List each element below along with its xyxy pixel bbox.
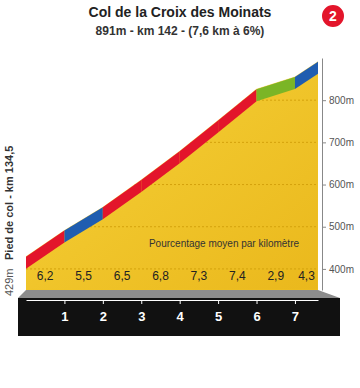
annotation: Pourcentage moyen par kilomètre bbox=[149, 238, 300, 249]
chart-container: 6,2 5,5 6,5 6,8 7,3 7,4 2,9 4,3 Pourcentage moye… bbox=[0, 0, 360, 388]
x-tick-mark bbox=[180, 300, 181, 304]
y-tick-mark bbox=[322, 185, 326, 186]
data-label: 5,5 bbox=[75, 269, 92, 283]
grid-line bbox=[26, 184, 318, 185]
gradient-segment bbox=[141, 151, 179, 192]
y-tick-mark bbox=[322, 227, 326, 228]
y-tick-label: 500m bbox=[329, 221, 354, 232]
x-tick-label: 6 bbox=[253, 309, 260, 324]
plot-area bbox=[26, 62, 318, 290]
x-tick-mark bbox=[103, 300, 104, 304]
data-label: 7,3 bbox=[191, 269, 208, 283]
x-tick-mark bbox=[257, 300, 258, 304]
x-tick: 3 bbox=[138, 300, 145, 324]
y-tick: 400m bbox=[322, 264, 354, 275]
x-tick: 6 bbox=[253, 300, 260, 324]
gradient-segment bbox=[26, 231, 64, 269]
x-axis: 1 2 3 4 5 6 7 bbox=[27, 300, 319, 324]
data-label: 6,8 bbox=[152, 269, 169, 283]
badge-label: 2 bbox=[329, 8, 337, 24]
x-tick-label: 2 bbox=[100, 309, 107, 324]
x-tick-label: 3 bbox=[138, 309, 145, 324]
grid-line bbox=[26, 142, 318, 143]
x-tick: 2 bbox=[100, 300, 107, 324]
x-tick-label: 7 bbox=[292, 309, 299, 324]
gradient-segment bbox=[295, 62, 318, 89]
title: Col de la Croix des Moinats bbox=[89, 4, 272, 20]
grid-line bbox=[26, 226, 318, 227]
y-tick: 500m bbox=[322, 221, 354, 232]
x-tick-label: 5 bbox=[215, 309, 222, 324]
data-label: 6,2 bbox=[37, 269, 54, 283]
start-note: Pied de col - km 134,5 bbox=[3, 146, 15, 260]
x-axis-line bbox=[27, 300, 319, 301]
data-label: 6,5 bbox=[114, 269, 131, 283]
y-tick: 600m bbox=[322, 179, 354, 190]
data-label: 4,3 bbox=[298, 269, 315, 283]
x-tick-label: 4 bbox=[177, 309, 185, 324]
x-tick-mark bbox=[218, 300, 219, 304]
data-label: 7,4 bbox=[229, 269, 246, 283]
y-tick-label: 800m bbox=[329, 95, 354, 106]
gradient-segment bbox=[218, 89, 256, 132]
x-tick: 7 bbox=[292, 300, 299, 324]
y-tick-mark bbox=[322, 142, 326, 143]
y-tick-label: 700m bbox=[329, 137, 354, 148]
y-axis: 400m 500m 600m 700m 800m bbox=[322, 59, 354, 291]
y-tick-mark bbox=[322, 269, 326, 270]
start-altitude: 429m bbox=[3, 268, 15, 296]
gradient-segment bbox=[180, 120, 218, 163]
gradient-segment bbox=[103, 180, 141, 219]
y-axis-line bbox=[322, 59, 323, 291]
chart-svg: 6,2 5,5 6,5 6,8 7,3 7,4 2,9 4,3 Pourcentage moye… bbox=[0, 0, 360, 388]
gradient-segment bbox=[257, 77, 295, 101]
grid-line bbox=[26, 100, 318, 101]
y-tick: 700m bbox=[322, 137, 354, 148]
x-tick: 1 bbox=[61, 300, 68, 324]
x-tick-mark bbox=[295, 300, 296, 304]
x-tick: 5 bbox=[215, 300, 222, 324]
x-tick-mark bbox=[64, 300, 65, 304]
x-tick-label: 1 bbox=[61, 309, 68, 324]
subtitle: 891m - km 142 - (7,6 km à 6%) bbox=[96, 24, 265, 38]
x-tick-mark bbox=[141, 300, 142, 304]
base-top bbox=[18, 290, 340, 298]
gradient-segment bbox=[64, 207, 102, 242]
y-tick: 800m bbox=[322, 95, 354, 106]
data-label: 2,9 bbox=[267, 269, 284, 283]
badge-circle bbox=[321, 4, 345, 28]
y-tick-mark bbox=[322, 100, 326, 101]
x-tick: 4 bbox=[177, 300, 185, 324]
base-front bbox=[18, 298, 340, 336]
profile-area bbox=[26, 62, 318, 290]
y-tick-label: 600m bbox=[329, 179, 354, 190]
y-tick-label: 400m bbox=[329, 264, 354, 275]
grid bbox=[26, 100, 318, 269]
